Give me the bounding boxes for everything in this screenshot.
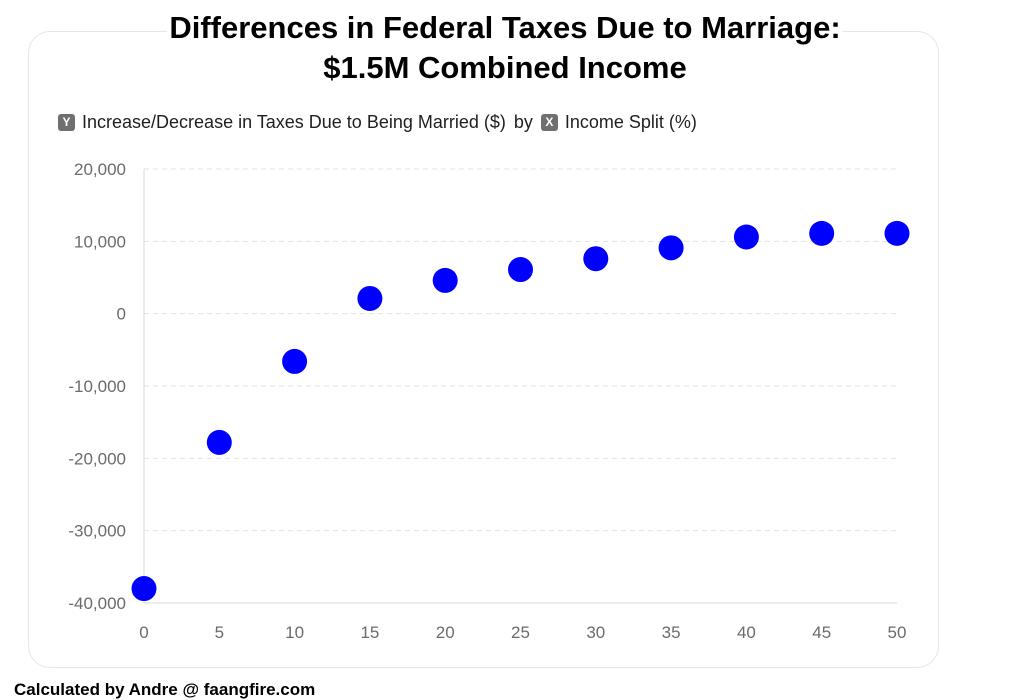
data-point — [508, 257, 533, 283]
data-point — [432, 267, 458, 293]
x-tick-label: 0 — [139, 623, 148, 642]
data-point — [282, 348, 308, 374]
x-tick-label: 50 — [888, 623, 907, 642]
y-tick-label: 20,000 — [74, 160, 126, 179]
y-tick-label: -40,000 — [68, 594, 126, 613]
chart-card — [28, 31, 939, 668]
data-point — [357, 285, 383, 311]
y-tick-label: -20,000 — [68, 449, 126, 468]
tick-label-layer: 20,000 10,000 0 -10,000 -20,000 -30,000 -40,00… — [68, 160, 906, 642]
data-point — [733, 224, 759, 250]
chart-title-line-2: $1.5M Combined Income — [323, 50, 687, 85]
x-tick-label: 5 — [215, 623, 224, 642]
y-axis-description: Increase/Decrease in Taxes Due to Being … — [82, 111, 506, 132]
y-tick-label: -10,000 — [68, 377, 126, 396]
data-point — [658, 235, 684, 261]
x-axis-description: Income Split (%) — [564, 111, 697, 132]
y-tick-label: 10,000 — [74, 232, 126, 251]
data-point — [206, 429, 232, 455]
grid-layer — [144, 168, 897, 532]
x-tick-label: 15 — [360, 623, 379, 642]
y-tick-label: -30,000 — [68, 522, 126, 541]
data-point-layer — [131, 220, 910, 602]
axis-layer — [143, 169, 897, 604]
x-tick-label: 30 — [586, 623, 605, 642]
axis-description-connector: by — [513, 111, 533, 132]
x-tick-label: 10 — [285, 623, 304, 642]
x-tick-label: 25 — [511, 623, 530, 642]
x-tick-label: 40 — [737, 623, 756, 642]
data-point — [809, 220, 835, 246]
y-axis-badge-icon: Y — [58, 113, 75, 131]
x-tick-label: 35 — [662, 623, 681, 642]
data-point — [583, 246, 609, 272]
x-tick-label: 45 — [812, 623, 831, 642]
x-tick-label: 20 — [436, 623, 455, 642]
chart-title: Differences in Federal Taxes Due to Marr… — [0, 8, 1010, 88]
data-point — [131, 576, 157, 602]
axis-description: Y Increase/Decrease in Taxes Due to Bein… — [58, 111, 705, 133]
x-axis-badge-icon: X — [540, 113, 558, 131]
y-tick-label: 0 — [117, 305, 126, 324]
chart-title-line-1: Differences in Federal Taxes Due to Marr… — [167, 8, 843, 48]
data-point — [884, 220, 910, 246]
credit-text: Calculated by Andre @ faangfire.com — [14, 680, 316, 699]
